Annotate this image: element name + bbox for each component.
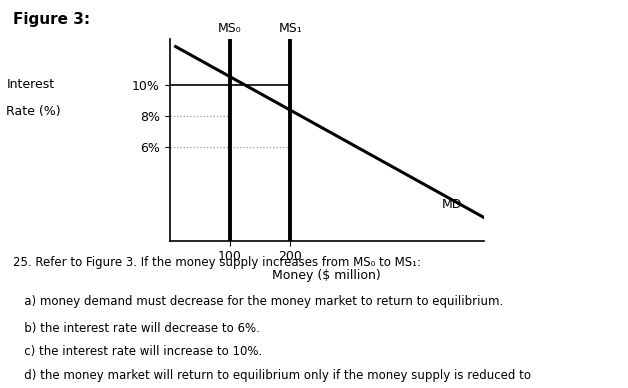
Text: Rate (%): Rate (%) bbox=[6, 105, 61, 118]
Text: b) the interest rate will decrease to 6%.: b) the interest rate will decrease to 6%… bbox=[13, 322, 259, 335]
Text: MS₁: MS₁ bbox=[278, 22, 302, 35]
Text: MD: MD bbox=[441, 198, 462, 211]
Text: a) money demand must decrease for the money market to return to equilibrium.: a) money demand must decrease for the mo… bbox=[13, 295, 503, 308]
Text: c) the interest rate will increase to 10%.: c) the interest rate will increase to 10… bbox=[13, 345, 262, 359]
Text: d) the money market will return to equilibrium only if the money supply is reduc: d) the money market will return to equil… bbox=[13, 369, 531, 382]
Text: MS₀: MS₀ bbox=[218, 22, 242, 35]
Text: Figure 3:: Figure 3: bbox=[13, 12, 90, 27]
Text: Interest: Interest bbox=[6, 78, 55, 91]
Text: 25. Refer to Figure 3. If the money supply increases from MS₀ to MS₁:: 25. Refer to Figure 3. If the money supp… bbox=[13, 256, 421, 269]
X-axis label: Money ($ million): Money ($ million) bbox=[272, 269, 381, 282]
